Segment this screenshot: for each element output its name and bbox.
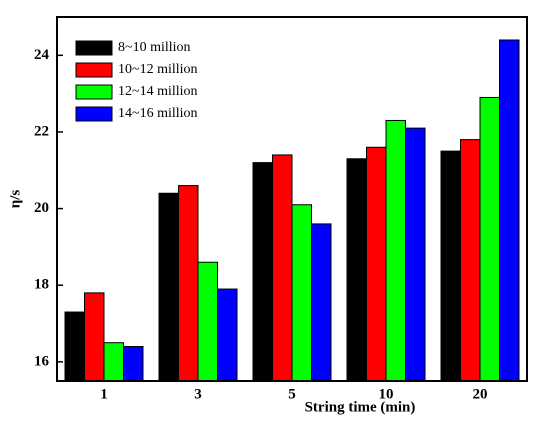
legend-label: 12~14 million bbox=[118, 84, 198, 99]
legend-swatch bbox=[75, 40, 113, 56]
y-tick-label: 16 bbox=[34, 353, 50, 369]
bar bbox=[311, 223, 332, 382]
bar bbox=[479, 96, 500, 382]
legend-label: 14~16 million bbox=[118, 106, 198, 121]
legend-swatch bbox=[75, 84, 113, 100]
legend-swatch bbox=[75, 62, 113, 78]
y-tick-label: 18 bbox=[34, 277, 49, 293]
bar bbox=[440, 150, 461, 382]
plot-frame bbox=[56, 16, 528, 382]
bar bbox=[64, 311, 85, 382]
y-tick-label: 22 bbox=[34, 123, 49, 139]
bar bbox=[346, 158, 367, 382]
bar bbox=[217, 288, 238, 382]
bar bbox=[385, 119, 406, 382]
y-axis-title: η/s bbox=[7, 190, 23, 209]
bar bbox=[84, 292, 105, 382]
bar bbox=[291, 204, 312, 382]
bar bbox=[405, 127, 426, 382]
y-tick-label: 20 bbox=[34, 200, 49, 216]
x-tick-label: 3 bbox=[194, 386, 202, 402]
x-axis-title: String time (min) bbox=[305, 399, 416, 415]
bar bbox=[197, 261, 218, 382]
legend-label: 10~12 million bbox=[118, 62, 198, 77]
bar bbox=[252, 162, 273, 382]
bar bbox=[366, 146, 387, 382]
bar bbox=[158, 192, 179, 382]
y-tick-label: 24 bbox=[34, 47, 50, 63]
x-tick-label: 10 bbox=[379, 386, 394, 402]
bar bbox=[460, 139, 481, 382]
legend-swatch bbox=[75, 106, 113, 122]
legend-label: 8~10 million bbox=[118, 40, 191, 55]
x-tick-label: 1 bbox=[100, 386, 108, 402]
bar bbox=[178, 185, 199, 382]
x-tick-label: 5 bbox=[288, 386, 296, 402]
bar bbox=[123, 346, 144, 382]
bar bbox=[103, 342, 124, 382]
bar bbox=[272, 154, 293, 382]
x-tick-label: 20 bbox=[473, 386, 488, 402]
bar bbox=[499, 39, 520, 382]
